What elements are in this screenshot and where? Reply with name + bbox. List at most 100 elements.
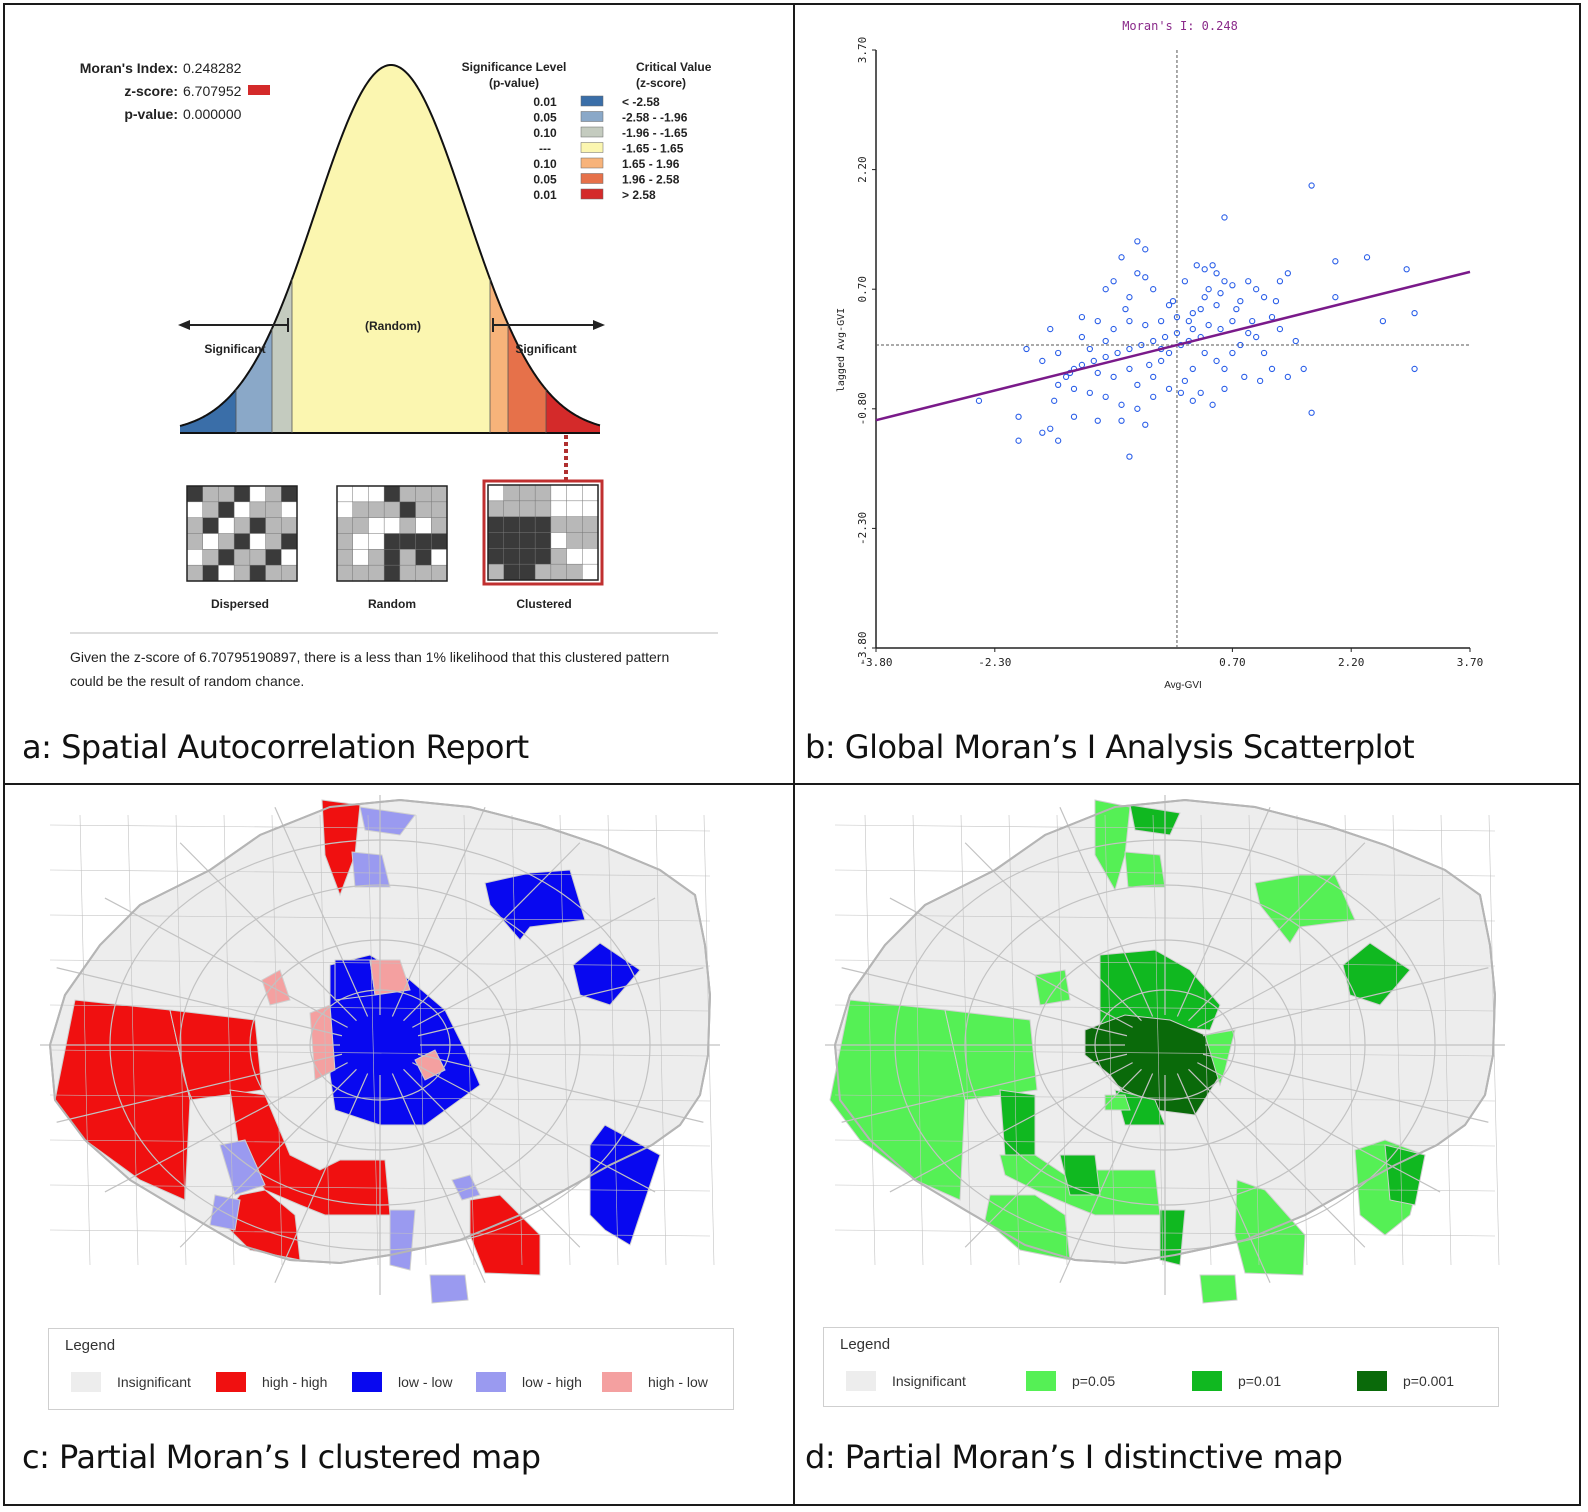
radial-road (403, 842, 581, 1022)
scatter-point (1403, 266, 1410, 273)
morans-index-value: 0.248282 (183, 60, 242, 76)
scatter-point (1229, 282, 1236, 289)
scatter-point (1181, 377, 1189, 385)
normal-distribution-curve (179, 63, 601, 434)
legend-c: Legend Insignificant high - high low - l… (48, 1328, 734, 1410)
legend-label: p=0.05 (1072, 1373, 1116, 1389)
thumb-cell (249, 549, 267, 566)
thumb-cell (352, 549, 369, 566)
scatter-point (1094, 369, 1101, 377)
scatter-point (1276, 278, 1284, 285)
legend-label: low - low (398, 1374, 453, 1390)
thumb-cell (519, 516, 536, 534)
thumb-cell (186, 517, 204, 535)
scatter-point (1102, 337, 1109, 345)
scatter-point (1213, 301, 1220, 309)
thumb-cell (550, 484, 568, 502)
minor-road (912, 814, 924, 1266)
scatter-title: Moran's I: 0.248 (1122, 19, 1238, 33)
scatter-point (1015, 413, 1022, 420)
scatter-point (1078, 313, 1086, 321)
thumb-cell (368, 485, 385, 503)
minor-road (655, 814, 667, 1266)
map-region (1199, 1274, 1238, 1304)
scatter-point (1205, 321, 1212, 329)
scatter-point (1221, 214, 1228, 221)
scatter-point (1221, 365, 1228, 373)
thumb-cell (336, 549, 354, 566)
thumb-cell (534, 516, 552, 534)
thumb-cell (249, 485, 267, 503)
scatter-point (1169, 298, 1177, 305)
scatter-point (1094, 317, 1101, 325)
thumb-cell (431, 501, 448, 519)
thumb-cell (415, 564, 432, 582)
legend-label: p=0.01 (1238, 1373, 1282, 1389)
figure-frame (3, 3, 1581, 1506)
scatter-point (1217, 325, 1224, 333)
scatter-point (1118, 254, 1125, 261)
radial-road (841, 1053, 1128, 1123)
thumb-cell (202, 485, 219, 503)
caption-c: c: Partial Moran’s I clustered map (22, 1438, 541, 1476)
scatter-point (1229, 317, 1236, 325)
scatter-point (1193, 262, 1200, 269)
minor-road (834, 1094, 1496, 1102)
scatter-point (1229, 349, 1236, 357)
legend-swatch (71, 1372, 101, 1392)
scatter-point (1276, 325, 1284, 333)
minor-road (1248, 814, 1260, 1266)
thumb-cell (383, 564, 401, 582)
scatter-point (1118, 401, 1125, 408)
spatial-autocorrelation-report: Moran's Index: 0.248282 z-score: 6.70795… (70, 60, 718, 634)
scatter-point (1189, 325, 1196, 333)
thumb-cell (265, 564, 282, 582)
crit-header-1: Critical Value (636, 60, 712, 74)
thumb-cell (281, 533, 298, 550)
map-region (1234, 1179, 1306, 1276)
thumb-cell (399, 549, 417, 566)
thumb-cell (534, 484, 552, 502)
scatter-point (1102, 286, 1109, 293)
thumb-cell (265, 533, 282, 550)
z-score-value: 6.707952 (183, 83, 242, 99)
map-border (48, 798, 712, 1265)
thumb-border (336, 485, 448, 582)
minor-road (175, 814, 187, 1266)
thumb-cell (415, 533, 432, 550)
curve-band (508, 324, 546, 433)
thumb-cell (582, 516, 599, 534)
thumb-cell (566, 563, 583, 581)
scatter-point (1090, 357, 1097, 365)
caption-d: d: Partial Moran’s I distinctive map (805, 1438, 1343, 1476)
regression-line-stroke (875, 270, 1471, 422)
scatter-point (1189, 309, 1196, 317)
thumb-cell (202, 501, 219, 519)
scatter-point (1363, 254, 1371, 261)
thumb-cell (368, 533, 385, 550)
thumb-cell (566, 548, 583, 565)
thumb-cell (233, 485, 251, 503)
scatter-point (1221, 385, 1228, 393)
scatter-point (1055, 381, 1062, 389)
thumb-cell (550, 548, 568, 565)
scatter-point (1070, 385, 1078, 393)
panel-divider-vertical (793, 3, 795, 1506)
thumb-cell (582, 563, 599, 581)
minor-road (834, 1184, 1496, 1192)
scatter-point (1268, 313, 1276, 321)
thumb-cell (431, 533, 448, 550)
thumb-cell (503, 563, 520, 581)
thumb-cell (186, 501, 204, 519)
minor-road (834, 1049, 1496, 1057)
scatter-point (1150, 393, 1157, 400)
map-region (1254, 874, 1356, 944)
thumb-cell (519, 548, 536, 565)
map-region (999, 1089, 1036, 1156)
thumb-cell (431, 517, 448, 535)
minor-road (1056, 814, 1068, 1266)
sig-header-1: Significance Level (462, 60, 567, 74)
sig-p-value: 0.05 (533, 173, 557, 187)
radial-road (104, 897, 348, 1028)
radial-road (1202, 967, 1489, 1037)
